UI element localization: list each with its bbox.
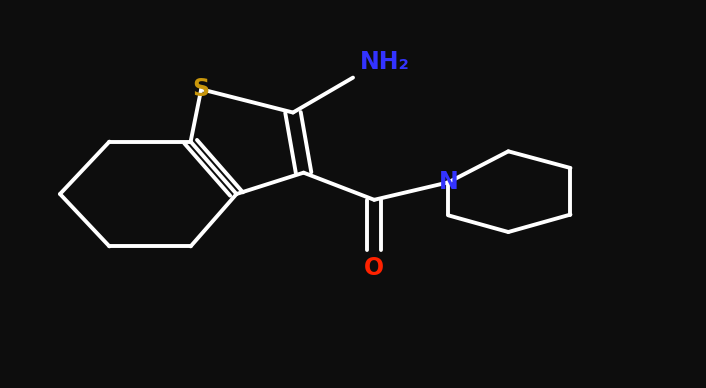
Text: N: N	[438, 170, 458, 194]
Text: NH₂: NH₂	[360, 50, 410, 74]
Text: O: O	[364, 256, 384, 280]
Text: S: S	[193, 77, 210, 101]
